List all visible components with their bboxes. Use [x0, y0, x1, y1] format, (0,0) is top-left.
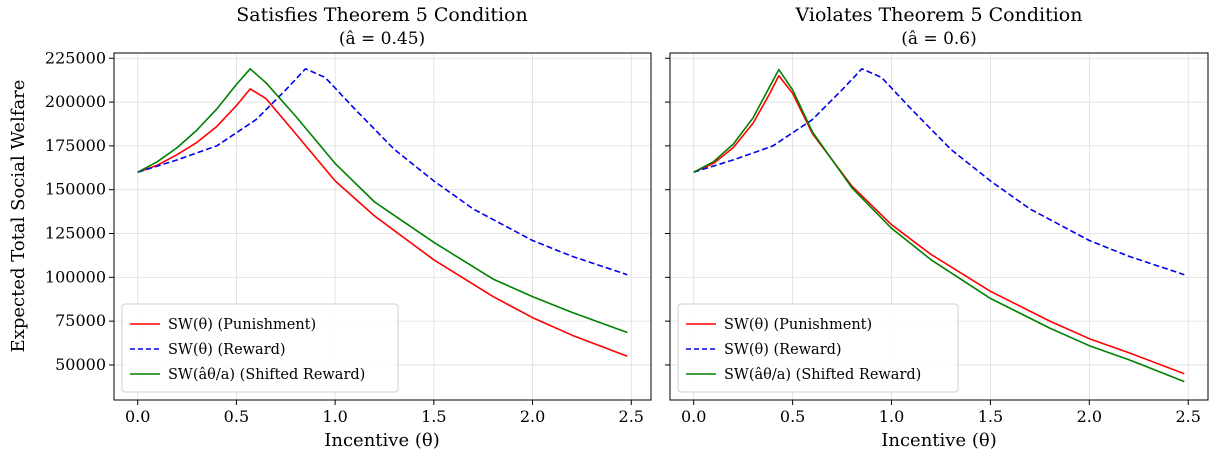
series-line-shifted-reward	[693, 68, 1185, 383]
y-tick-label: 125000	[45, 224, 106, 243]
legend-label-punishment: SW(θ) (Punishment)	[168, 317, 316, 333]
x-tick-label: 2.0	[520, 407, 545, 426]
x-tick-label: 0.0	[125, 407, 150, 426]
legend-label-shifted-reward: SW(âθ/a) (Shifted Reward)	[168, 367, 365, 383]
chart-title-right: Violates Theorem 5 Condition	[795, 4, 1083, 26]
y-axis-label: Expected Total Social Welfare	[8, 80, 29, 353]
x-tick-label: 2.5	[1175, 407, 1200, 426]
y-tick-label: 150000	[45, 180, 106, 199]
legend-label-shifted-reward: SW(âθ/a) (Shifted Reward)	[724, 367, 921, 383]
x-tick-label: 2.0	[1077, 407, 1102, 426]
x-tick-label: 2.5	[619, 407, 644, 426]
plot-lines-left	[137, 68, 628, 357]
y-tick-label: 50000	[55, 355, 106, 374]
x-tick-label: 1.5	[978, 407, 1003, 426]
x-tick-label: 1.5	[421, 407, 446, 426]
plot-frame-right	[669, 52, 1209, 401]
legend-label-reward: SW(θ) (Reward)	[168, 342, 286, 358]
y-tick-label: 225000	[45, 48, 106, 67]
chart-subtitle-left: (â = 0.45)	[339, 29, 425, 49]
y-ticks-right	[665, 57, 670, 366]
series-line-reward	[137, 68, 628, 276]
plot-frame-left	[113, 52, 652, 401]
y-tick-label: 75000	[55, 311, 106, 330]
x-tick-label: 0.0	[681, 407, 706, 426]
chart-subtitle-right: (â = 0.6)	[901, 29, 977, 49]
series-line-punishment	[137, 88, 628, 357]
x-axis-label-right: Incentive (θ)	[881, 430, 996, 451]
legend-label-reward: SW(θ) (Reward)	[724, 342, 842, 358]
chart-panel-left: Satisfies Theorem 5 Condition (â = 0.45)…	[45, 4, 652, 451]
legend-left: SW(θ) (Punishment) SW(θ) (Reward) SW(âθ/…	[121, 303, 399, 393]
x-tick-label: 0.5	[224, 407, 249, 426]
x-tick-label: 1.0	[879, 407, 904, 426]
chart-panel-right: Violates Theorem 5 Condition (â = 0.6) 0…	[665, 4, 1209, 451]
grid-left	[114, 53, 651, 400]
legend-box-left	[121, 303, 399, 393]
y-tick-label: 200000	[45, 92, 106, 111]
legend-right: SW(θ) (Punishment) SW(θ) (Reward) SW(âθ/…	[677, 303, 959, 393]
x-tick-label: 0.5	[780, 407, 805, 426]
x-axis-label-left: Incentive (θ)	[324, 430, 439, 451]
legend-box-right	[677, 303, 959, 393]
series-line-reward	[693, 68, 1185, 276]
y-tick-label: 100000	[45, 267, 106, 286]
x-tick-label: 1.0	[322, 407, 347, 426]
plot-lines-right	[693, 68, 1185, 383]
series-line-shifted-reward	[137, 68, 628, 334]
x-ticks-right: 0.0 0.5 1.0 1.5 2.0 2.5	[681, 400, 1201, 426]
legend-label-punishment: SW(θ) (Punishment)	[724, 317, 872, 333]
x-ticks-left: 0.0 0.5 1.0 1.5 2.0 2.5	[125, 400, 644, 426]
y-tick-label: 175000	[45, 136, 106, 155]
y-ticks-left: 50000 75000 100000 125000 150000 175000 200000…	[45, 48, 114, 374]
chart-title-left: Satisfies Theorem 5 Condition	[236, 4, 527, 26]
